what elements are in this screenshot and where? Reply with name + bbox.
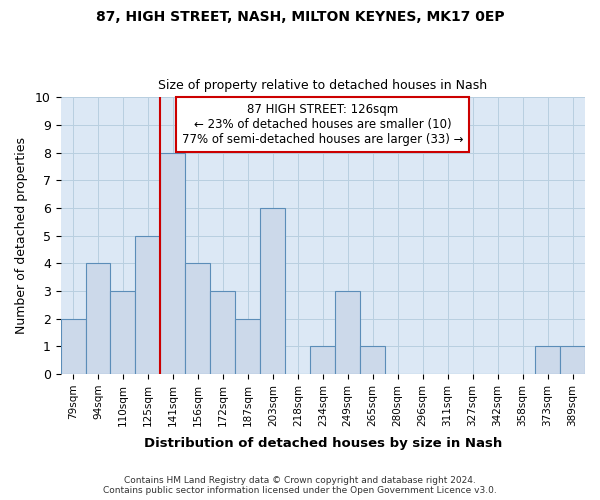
Y-axis label: Number of detached properties: Number of detached properties (15, 137, 28, 334)
Bar (310, 346, 335, 374)
Bar (185, 264, 211, 374)
Text: 87 HIGH STREET: 126sqm
← 23% of detached houses are smaller (10)
77% of semi-det: 87 HIGH STREET: 126sqm ← 23% of detached… (182, 103, 464, 146)
Title: Size of property relative to detached houses in Nash: Size of property relative to detached ho… (158, 79, 487, 92)
Text: Contains HM Land Registry data © Crown copyright and database right 2024.
Contai: Contains HM Land Registry data © Crown c… (103, 476, 497, 495)
Bar (136, 236, 160, 374)
Bar (235, 318, 260, 374)
Bar (360, 346, 385, 374)
Bar (535, 346, 560, 374)
Bar (110, 291, 136, 374)
Bar (335, 291, 360, 374)
Bar (560, 346, 585, 374)
Bar (61, 318, 86, 374)
Bar (160, 152, 185, 374)
Bar (211, 291, 235, 374)
Text: 87, HIGH STREET, NASH, MILTON KEYNES, MK17 0EP: 87, HIGH STREET, NASH, MILTON KEYNES, MK… (95, 10, 505, 24)
Bar (260, 208, 286, 374)
X-axis label: Distribution of detached houses by size in Nash: Distribution of detached houses by size … (143, 437, 502, 450)
Bar (86, 264, 110, 374)
